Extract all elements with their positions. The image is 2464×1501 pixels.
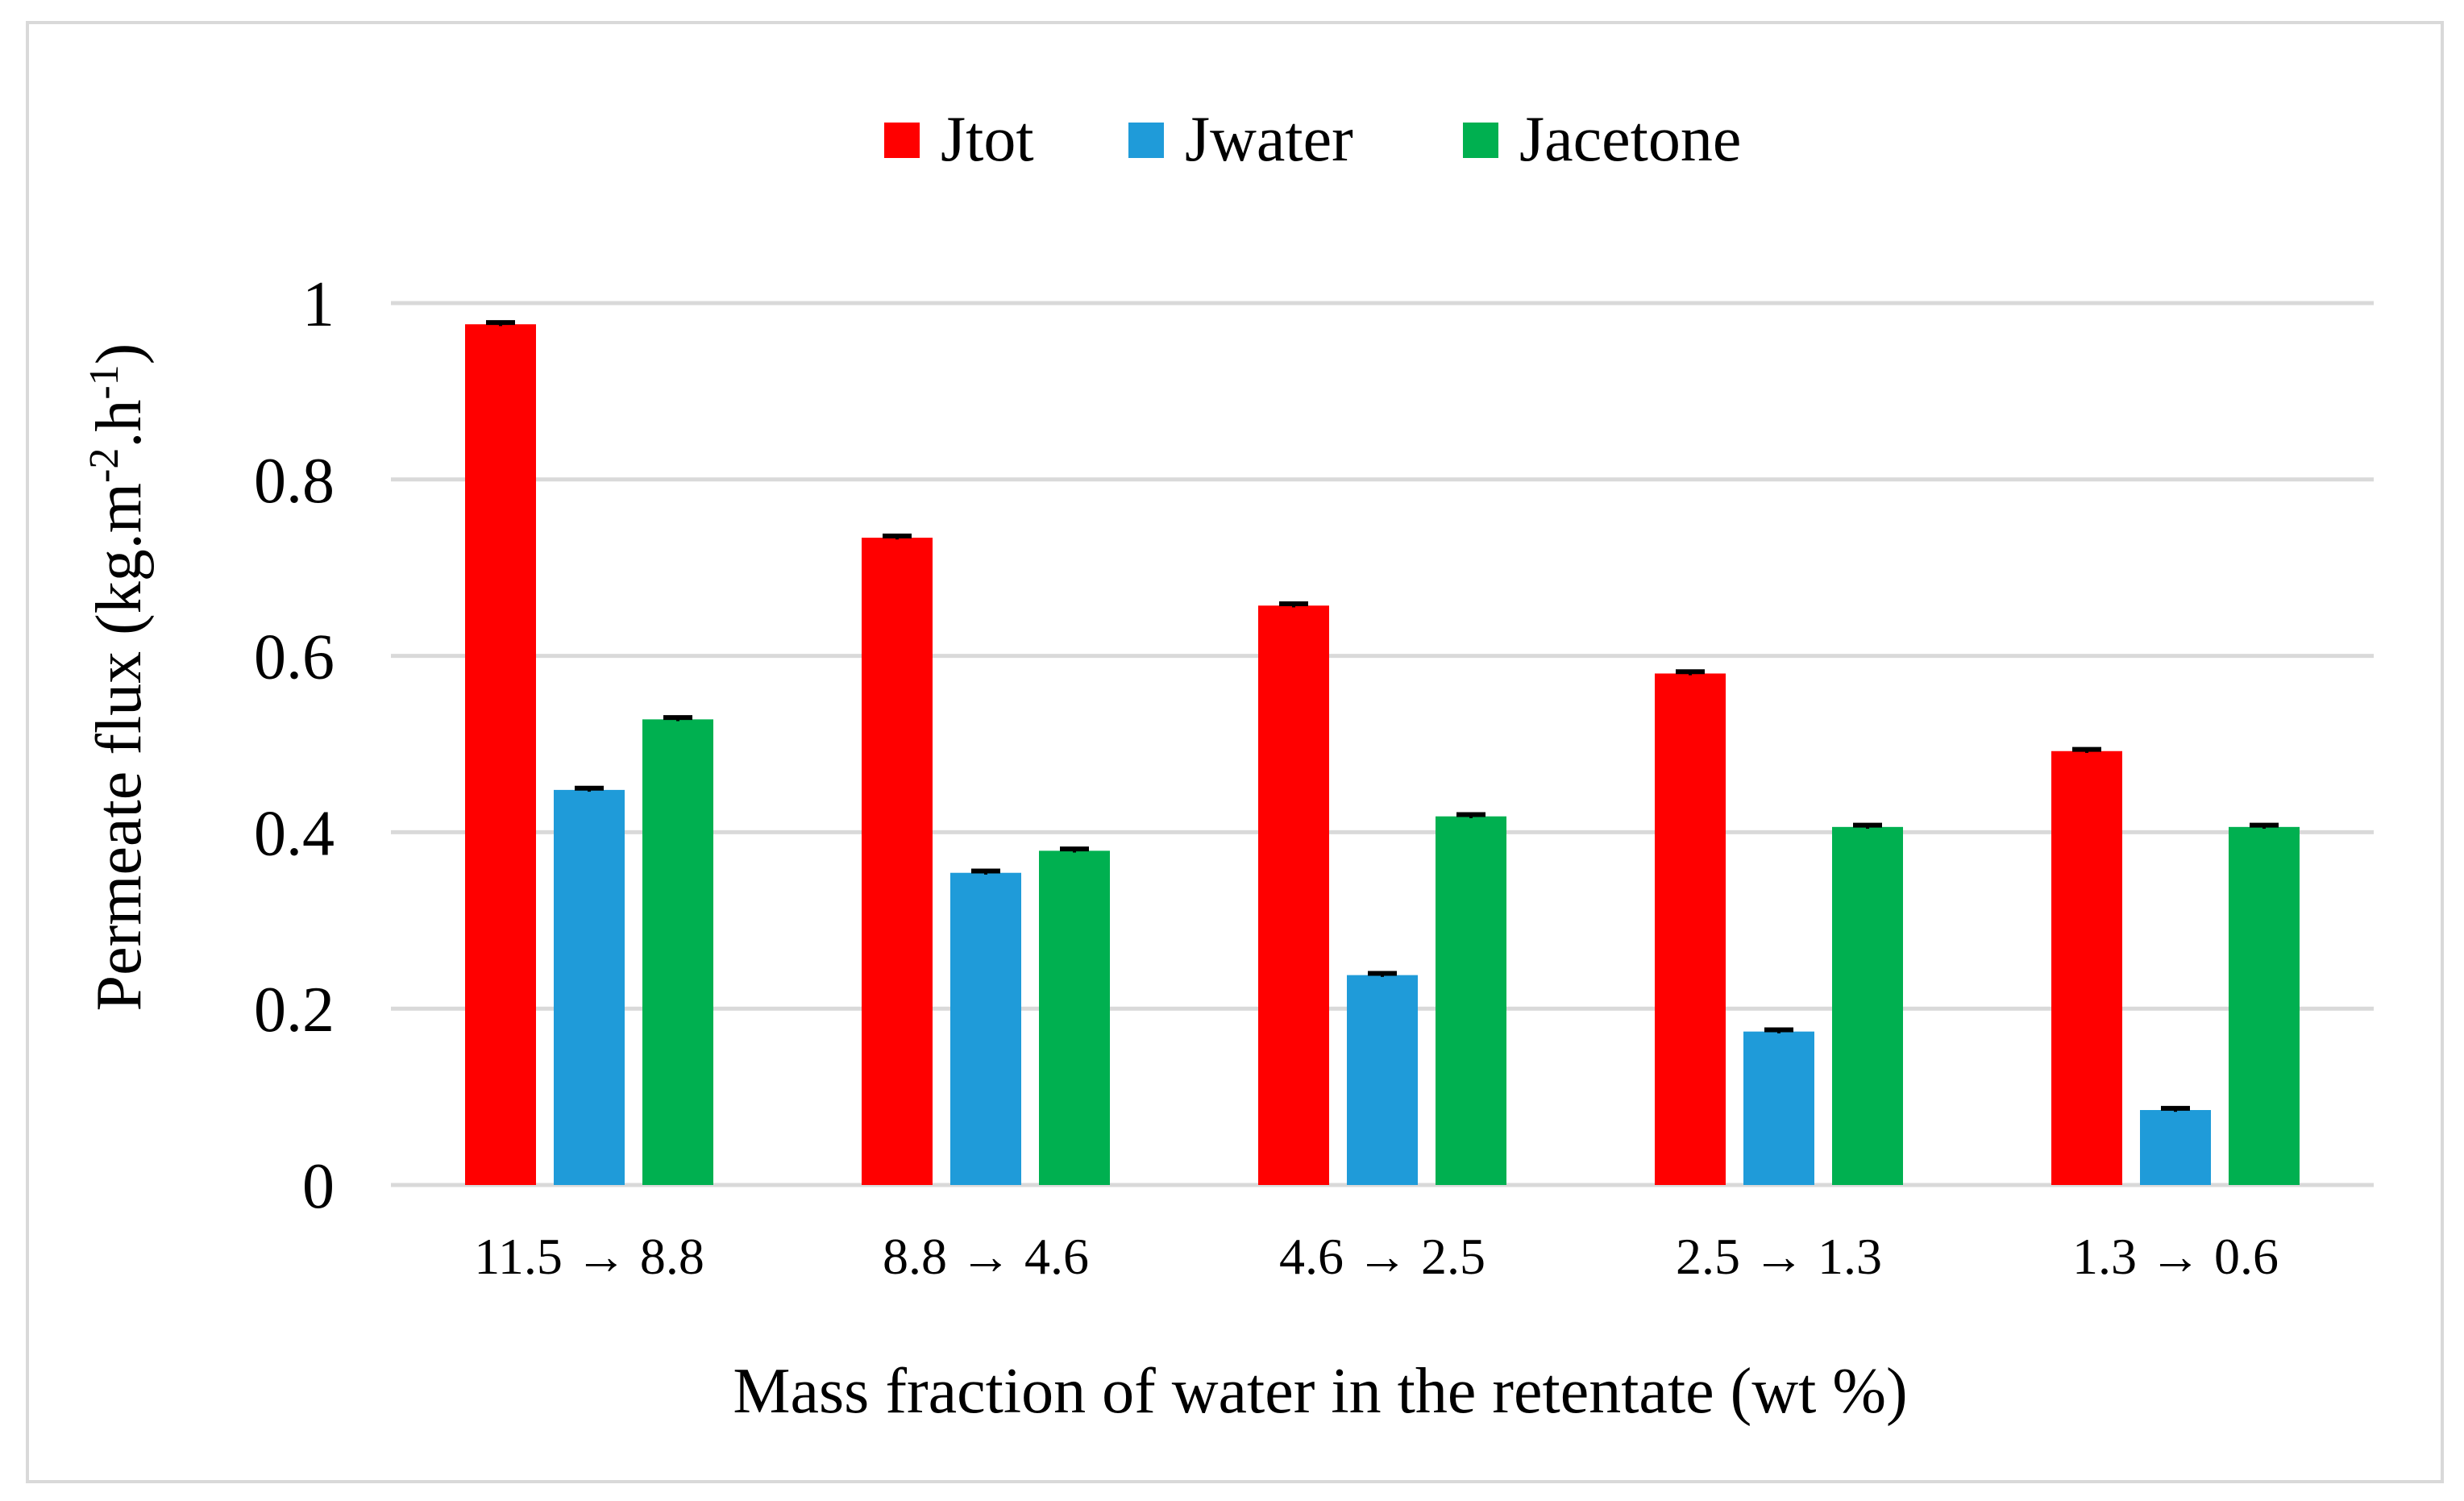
chart-border [26, 21, 2444, 1483]
bar-jtot-0 [465, 324, 536, 1186]
x-axis-title: Mass fraction of water in the retentate … [733, 1356, 1907, 1427]
bar-jacetone-1 [1039, 850, 1110, 1185]
x-tick-label: 11.5 → 8.8 [474, 1228, 704, 1285]
bar-jtot-1 [862, 538, 933, 1185]
bar-jwater-4 [2140, 1110, 2211, 1185]
bar-jtot-2 [1258, 605, 1329, 1185]
legend-swatch-jwater [1128, 123, 1164, 158]
legend-swatch-jtot [884, 123, 920, 158]
x-tick-label: 1.3 → 0.6 [2072, 1228, 2279, 1285]
y-axis-title-sup1: -2 [81, 448, 127, 483]
bar-jwater-2 [1347, 975, 1418, 1185]
bar-jacetone-4 [2229, 826, 2300, 1185]
y-axis-title-base: Permeate flux (kg.m [84, 483, 155, 1011]
legend-label-jacetone: Jacetone [1519, 104, 1741, 175]
bar-jwater-3 [1743, 1031, 1814, 1185]
grid-lines [391, 301, 2374, 1187]
bar-jwater-1 [950, 872, 1021, 1185]
bar-jacetone-2 [1436, 816, 1506, 1185]
y-tick-label: 0.6 [254, 622, 334, 693]
y-axis-title-sup2: -1 [81, 364, 127, 399]
x-axis-ticks: 11.5 → 8.8 8.8 → 4.6 4.6 → 2.5 2.5 → 1.3 1.3… [474, 1228, 2279, 1285]
bar-jtot-3 [1655, 673, 1726, 1185]
bars [465, 320, 2300, 1186]
bar-jacetone-0 [642, 719, 713, 1185]
y-axis-title: Permeate flux (kg.m-2.h-1) [81, 343, 156, 1012]
legend-label-jwater: Jwater [1185, 104, 1353, 175]
bar-jtot-4 [2051, 750, 2122, 1185]
x-tick-label: 8.8 → 4.6 [883, 1228, 1089, 1285]
y-tick-label: 0 [302, 1151, 334, 1222]
bar-jacetone-3 [1832, 826, 1903, 1185]
y-axis-ticks: 0 0.2 0.4 0.6 0.8 1 [254, 269, 334, 1222]
bar-jwater-0 [554, 789, 625, 1185]
y-tick-label: 0.8 [254, 446, 334, 517]
y-tick-label: 0.2 [254, 975, 334, 1046]
y-tick-label: 0.4 [254, 798, 334, 869]
x-tick-label: 4.6 → 2.5 [1279, 1228, 1485, 1285]
x-tick-label: 2.5 → 1.3 [1676, 1228, 1882, 1285]
legend-label-jtot: Jtot [941, 104, 1034, 175]
y-tick-label: 1 [302, 269, 334, 340]
legend: Jtot Jwater Jacetone [884, 104, 1741, 175]
y-axis-title-end: ) [84, 343, 155, 365]
y-axis-title-mid: .h [84, 400, 155, 448]
legend-swatch-jacetone [1463, 123, 1498, 158]
